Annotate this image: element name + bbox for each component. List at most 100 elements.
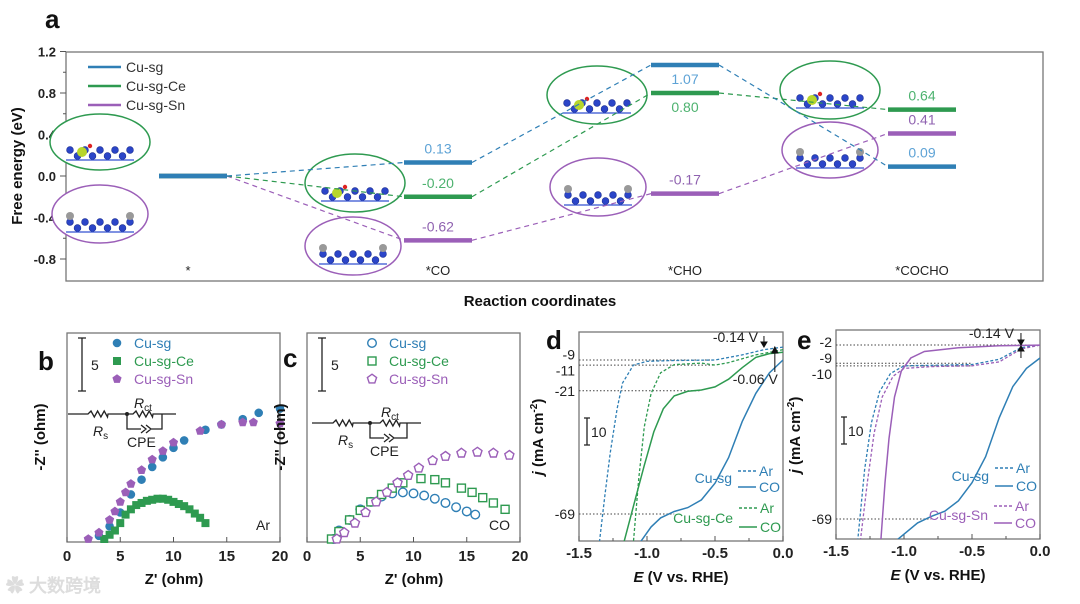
data-point-cu-sg	[429, 493, 440, 504]
x-tick-label: 0	[63, 548, 71, 565]
legend-marker	[367, 338, 378, 349]
y-axis-unit: (mA cm	[787, 411, 804, 470]
arrow-down-icon	[1017, 333, 1025, 346]
legend-marker	[112, 374, 122, 383]
legend-label-ar: Ar	[1016, 460, 1030, 476]
data-point-cu-sg	[440, 497, 451, 508]
y-tick-label: -2	[820, 334, 833, 350]
data-point-cu-sg-ce	[100, 535, 109, 543]
data-point-cu-sg-sn	[248, 417, 258, 427]
x-tick-label: 20	[512, 548, 529, 565]
energy-value-label: 0.80	[671, 99, 698, 115]
connector-line	[471, 64, 652, 164]
legend-label-co: CO	[1016, 478, 1037, 494]
legend-label-ar: Ar	[759, 463, 773, 479]
y-axis-label: Free energy (eV)	[9, 107, 26, 225]
connector-line	[718, 92, 889, 111]
data-point-cu-sg-sn	[110, 506, 120, 516]
energy-value-label: 0.41	[908, 111, 935, 127]
x-tick-label: 5	[116, 548, 124, 565]
arrow-up-icon	[771, 345, 779, 372]
rct-subscript: ct	[144, 403, 152, 414]
onset-annotation: -0.14 V	[969, 325, 1015, 341]
panel-label-c: c	[283, 343, 297, 373]
connector-line	[226, 161, 405, 177]
y-axis-close: )	[787, 397, 804, 402]
legend-label-co: CO	[1015, 515, 1036, 531]
data-point-cu-sg-ce	[500, 504, 510, 515]
y-tick-label: -69	[812, 511, 832, 527]
x-tick-label: 15	[458, 548, 475, 565]
data-point-cu-sg-sn	[413, 462, 425, 473]
curve-cu-sg-co	[896, 357, 1040, 539]
onset-annotation: -0.06 V	[733, 371, 779, 387]
data-point-cu-sg-sn	[456, 447, 467, 458]
y-axis-unit: (mA cm	[530, 413, 547, 472]
data-point-cu-sg-sn	[331, 533, 343, 544]
legend-group-label: Cu-sg-Ce	[673, 510, 733, 526]
y-axis-label: -Z'' (ohm)	[32, 403, 49, 470]
energy-value-label: 0.09	[908, 145, 935, 161]
data-point-cu-sg-ce	[201, 519, 210, 528]
rct-label: Rct	[134, 395, 152, 414]
scale-bar	[584, 417, 590, 446]
x-tick-label: 0.0	[1030, 543, 1051, 560]
scale-bar-label: 10	[591, 424, 607, 440]
data-point-cu-sg-ce	[142, 496, 151, 505]
curve-cu-sg-sn-co	[880, 344, 1040, 539]
category-label: *	[185, 263, 190, 278]
y-tick-label: -69	[555, 506, 575, 522]
data-point-cu-sg	[419, 490, 430, 501]
data-point-cu-sg	[254, 408, 263, 418]
data-point-cu-sg-ce	[456, 483, 467, 493]
data-point-cu-sg-ce	[110, 526, 119, 535]
x-axis-variable: E	[633, 569, 644, 586]
watermark-logo: ✿ 大数跨境	[5, 575, 101, 596]
data-point-cu-sg-sn	[168, 437, 179, 447]
data-point-cu-sg-sn	[115, 497, 125, 506]
x-tick-label: -0.5	[959, 543, 985, 560]
scale-bar	[841, 416, 847, 445]
y-tick-label: -0.4	[34, 211, 57, 226]
energy-value-label: -0.62	[422, 218, 454, 234]
y-tick-label: 0.8	[38, 86, 56, 101]
x-tick-label: 0	[303, 548, 311, 565]
connector-line	[718, 64, 889, 168]
condition-label: Ar	[256, 517, 270, 533]
energy-value-label: -0.17	[669, 172, 701, 188]
data-point-cu-sg-sn	[121, 487, 131, 497]
rs-symbol: R	[338, 432, 348, 448]
data-point-cu-sg-sn	[94, 527, 104, 537]
curves	[598, 346, 783, 541]
curve-cu-sg-ar	[598, 346, 783, 541]
rct-subscript: ct	[391, 412, 399, 423]
x-tick-label: -0.5	[702, 545, 728, 562]
x-tick-label: -1.0	[891, 543, 917, 560]
data-point-cu-sg-sn	[503, 449, 515, 460]
onset-annotation: -0.14 V	[713, 329, 759, 345]
x-tick-label: 0.0	[773, 545, 794, 562]
x-axis-label: Reaction coordinates	[464, 293, 617, 310]
data-point-cu-sg	[461, 506, 472, 517]
x-axis-label: Z' (ohm)	[145, 571, 204, 588]
data-point-cu-sg-ce	[430, 474, 440, 485]
data-point-cu-sg-ce	[148, 495, 157, 504]
structure-inset	[51, 184, 149, 244]
legend-label-co: CO	[759, 479, 780, 495]
data-point-cu-sg-sn	[471, 446, 483, 457]
x-tick-label: 5	[356, 548, 364, 565]
data-point-cu-sg-sn	[238, 417, 248, 427]
structure-inset	[304, 216, 402, 276]
data-point-cu-sg-sn	[487, 447, 499, 458]
data-point-cu-sg-ce	[126, 505, 135, 514]
data-point-cu-sg-ce	[174, 500, 183, 509]
data-point-cu-sg-sn	[83, 534, 93, 543]
x-axis-label: E (V vs. RHE)	[890, 567, 985, 584]
legend-label: Cu-sg-Sn	[389, 371, 448, 387]
category-label: *CHO	[668, 263, 702, 278]
data-point-cu-sg	[275, 404, 285, 413]
x-axis-unit: (V vs. RHE)	[643, 569, 728, 586]
legend-label: Cu-sg	[134, 335, 171, 351]
